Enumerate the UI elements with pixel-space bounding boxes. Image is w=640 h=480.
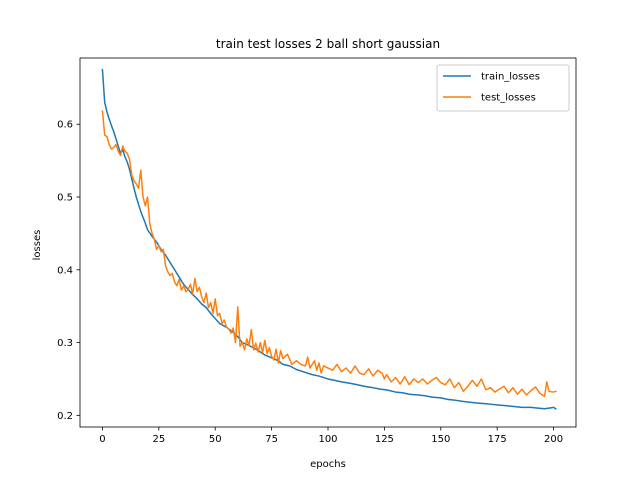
legend: train_losses test_losses xyxy=(436,64,570,112)
x-tick-label: 175 xyxy=(488,434,507,445)
x-tick-label: 100 xyxy=(318,434,337,445)
x-tick-label: 25 xyxy=(152,434,165,445)
x-tick-label: 50 xyxy=(209,434,222,445)
y-tick-label: 0.4 xyxy=(57,265,73,276)
legend-label-train-losses: train_losses xyxy=(481,72,540,83)
legend-label-test-losses: test_losses xyxy=(481,93,536,104)
x-tick-label: 150 xyxy=(431,434,450,445)
x-tick-label: 75 xyxy=(265,434,278,445)
x-axis-label: epochs xyxy=(310,459,346,470)
y-tick-label: 0.3 xyxy=(57,338,73,349)
y-tick-label: 0.5 xyxy=(57,193,73,204)
y-tick-label: 0.6 xyxy=(57,120,73,131)
y-tick-label: 0.2 xyxy=(57,411,73,422)
x-tick-label: 0 xyxy=(99,434,105,445)
x-tick-label: 125 xyxy=(375,434,394,445)
x-tick-label: 200 xyxy=(544,434,563,445)
y-axis-label: losses xyxy=(32,230,43,261)
series-line-test-losses xyxy=(101,110,557,398)
chart-title: train test losses 2 ball short gaussian xyxy=(216,37,440,51)
